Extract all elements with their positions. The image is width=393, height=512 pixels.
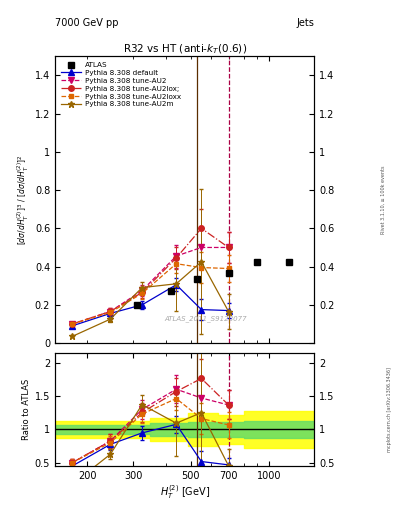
Legend: ATLAS, Pythia 8.308 default, Pythia 8.308 tune-AU2, Pythia 8.308 tune-AU2lox;, P: ATLAS, Pythia 8.308 default, Pythia 8.30… [59, 60, 183, 110]
Text: Jets: Jets [297, 18, 314, 28]
Text: 7000 GeV pp: 7000 GeV pp [55, 18, 119, 28]
X-axis label: $H_T^{(2)}$ [GeV]: $H_T^{(2)}$ [GeV] [160, 483, 210, 501]
Text: ATLAS_2011_S9128077: ATLAS_2011_S9128077 [164, 315, 247, 322]
Y-axis label: $[d\sigma/dH_T^{(2)}]^3$ / $[d\sigma/dH_T^{(2)}]^2$: $[d\sigma/dH_T^{(2)}]^3$ / $[d\sigma/dH_… [15, 154, 31, 245]
Title: R32 vs HT (anti-$k_T$(0.6)): R32 vs HT (anti-$k_T$(0.6)) [123, 42, 247, 56]
Text: Rivet 3.1.10, ≥ 100k events: Rivet 3.1.10, ≥ 100k events [381, 165, 386, 234]
Y-axis label: Ratio to ATLAS: Ratio to ATLAS [22, 379, 31, 440]
Text: mcplots.cern.ch [arXiv:1306.3436]: mcplots.cern.ch [arXiv:1306.3436] [387, 367, 391, 452]
